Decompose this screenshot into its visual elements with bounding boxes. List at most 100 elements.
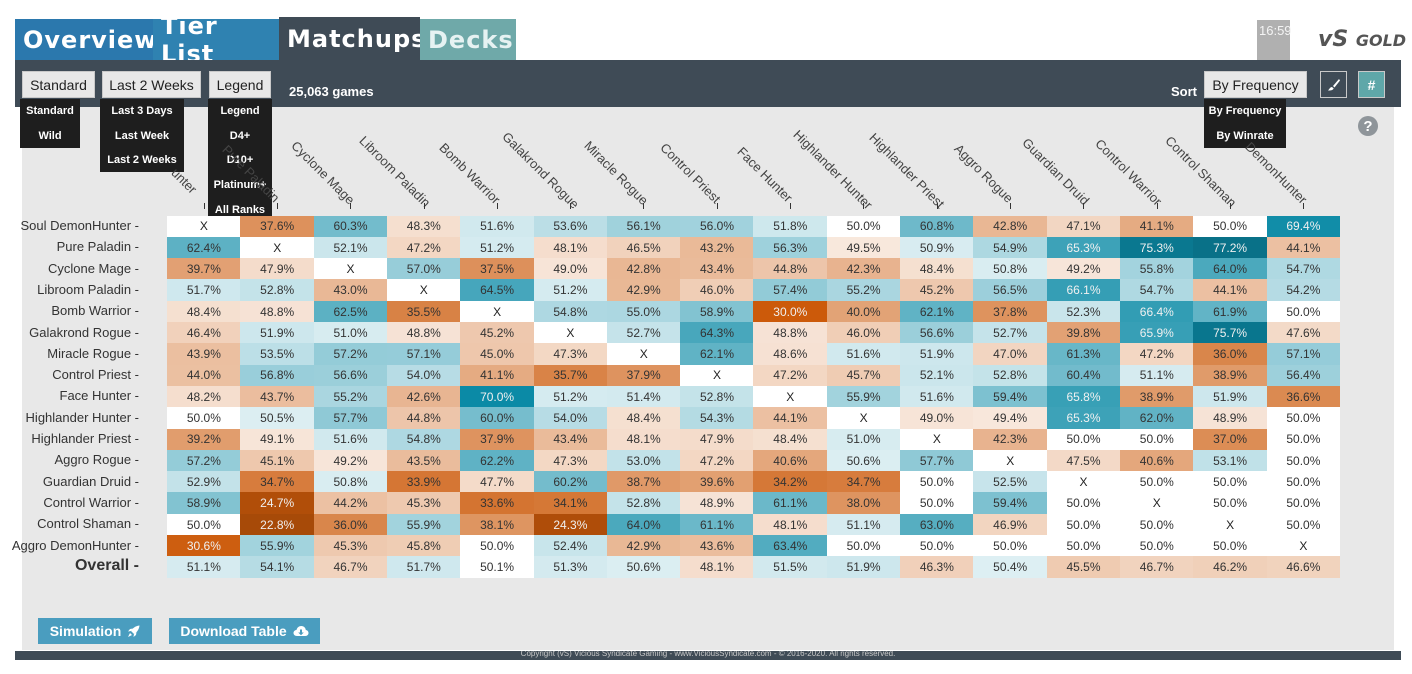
matchup-cell[interactable]: 50.0% xyxy=(1193,215,1267,238)
matchup-cell[interactable]: 37.8% xyxy=(973,300,1048,323)
matchup-cell[interactable]: 51.0% xyxy=(313,322,388,344)
matchup-cell[interactable]: 56.8% xyxy=(240,364,315,387)
matchup-cell[interactable]: 42.3% xyxy=(826,258,901,280)
matchup-cell[interactable]: 57.1% xyxy=(1266,343,1341,366)
matchup-cell[interactable]: 40.6% xyxy=(1119,449,1194,472)
matchup-cell[interactable]: X xyxy=(1266,535,1341,557)
matchup-cell[interactable]: 51.0% xyxy=(826,428,901,451)
matchup-cell[interactable]: 56.3% xyxy=(753,236,828,259)
matchup-cell[interactable]: 62.5% xyxy=(313,300,388,323)
matchup-cell[interactable]: 50.0% xyxy=(900,535,974,557)
matchup-cell[interactable]: 61.1% xyxy=(753,492,828,515)
matchup-cell[interactable]: 44.1% xyxy=(1193,279,1267,302)
overall-cell[interactable]: 46.7% xyxy=(1119,556,1194,579)
matchup-cell[interactable]: 48.4% xyxy=(606,407,681,429)
matchup-cell[interactable]: 50.0% xyxy=(1266,449,1341,472)
matchup-cell[interactable]: 65.3% xyxy=(1046,236,1121,259)
matchup-cell[interactable]: 40.0% xyxy=(826,300,901,323)
rank-select[interactable]: Legend xyxy=(209,71,271,98)
matchup-cell[interactable]: 56.0% xyxy=(680,215,754,238)
matchup-cell[interactable]: 58.9% xyxy=(167,492,241,515)
matchup-cell[interactable]: 45.1% xyxy=(240,449,315,472)
matchup-cell[interactable]: X xyxy=(680,364,754,387)
matchup-cell[interactable]: 43.7% xyxy=(240,385,315,408)
matchup-cell[interactable]: 50.0% xyxy=(1046,428,1121,451)
matchup-cell[interactable]: 54.7% xyxy=(1266,258,1341,280)
matchup-cell[interactable]: 62.1% xyxy=(680,343,754,366)
matchup-cell[interactable]: 37.0% xyxy=(1193,428,1267,451)
matchup-cell[interactable]: 45.8% xyxy=(386,535,461,557)
matchup-cell[interactable]: 34.1% xyxy=(533,492,608,515)
matchup-cell[interactable]: 55.8% xyxy=(1119,258,1194,280)
matchup-cell[interactable]: 46.0% xyxy=(826,322,901,344)
overall-cell[interactable]: 46.7% xyxy=(313,556,388,579)
matchup-cell[interactable]: 54.2% xyxy=(1266,279,1341,302)
matchup-cell[interactable]: 45.3% xyxy=(313,535,388,557)
format-select[interactable]: Standard xyxy=(22,71,95,98)
matchup-cell[interactable]: 40.6% xyxy=(753,449,828,472)
matchup-cell[interactable]: 37.6% xyxy=(240,215,315,238)
overall-cell[interactable]: 50.4% xyxy=(973,556,1048,579)
matchup-cell[interactable]: X xyxy=(313,258,388,280)
matchup-cell[interactable]: 44.1% xyxy=(1266,236,1341,259)
rank-option[interactable]: D4+ xyxy=(229,129,251,142)
matchup-cell[interactable]: 43.0% xyxy=(313,279,388,302)
matchup-cell[interactable]: 37.5% xyxy=(460,258,534,280)
matchup-cell[interactable]: 50.0% xyxy=(1266,428,1341,451)
matchup-cell[interactable]: 34.7% xyxy=(240,471,315,493)
matchup-cell[interactable]: 52.8% xyxy=(973,364,1048,387)
overall-cell[interactable]: 51.7% xyxy=(386,556,461,579)
matchup-cell[interactable]: X xyxy=(167,215,241,238)
matchup-cell[interactable]: 61.9% xyxy=(1193,300,1267,323)
matchup-cell[interactable]: X xyxy=(533,322,608,344)
matchup-cell[interactable]: 49.0% xyxy=(900,407,974,429)
rank-option[interactable]: D10+ xyxy=(226,154,254,167)
matchup-cell[interactable]: 62.0% xyxy=(1119,407,1194,429)
matchup-cell[interactable]: 50.0% xyxy=(900,471,974,493)
matchup-cell[interactable]: 48.4% xyxy=(167,300,241,323)
hash-toggle-button[interactable]: # xyxy=(1358,71,1385,98)
matchup-cell[interactable]: 51.9% xyxy=(240,322,315,344)
matchup-cell[interactable]: 57.2% xyxy=(167,449,241,472)
matchup-cell[interactable]: 69.4% xyxy=(1266,215,1341,238)
matchup-cell[interactable]: 45.2% xyxy=(460,322,534,344)
matchup-cell[interactable]: 50.0% xyxy=(1119,428,1194,451)
matchup-cell[interactable]: 52.9% xyxy=(167,471,241,493)
matchup-cell[interactable]: 57.4% xyxy=(753,279,828,302)
matchup-cell[interactable]: X xyxy=(826,407,901,429)
matchup-cell[interactable]: 47.2% xyxy=(753,364,828,387)
matchup-cell[interactable]: 46.5% xyxy=(606,236,681,259)
matchup-cell[interactable]: 38.7% xyxy=(606,471,681,493)
matchup-cell[interactable]: 41.1% xyxy=(460,364,534,387)
matchup-cell[interactable]: 44.2% xyxy=(313,492,388,515)
matchup-cell[interactable]: 37.9% xyxy=(460,428,534,451)
matchup-cell[interactable]: 58.9% xyxy=(680,300,754,323)
matchup-cell[interactable]: 54.0% xyxy=(386,364,461,387)
matchup-cell[interactable]: 52.8% xyxy=(240,279,315,302)
matchup-cell[interactable]: 50.0% xyxy=(1119,471,1194,493)
matchup-cell[interactable]: 75.7% xyxy=(1193,322,1267,344)
matchup-cell[interactable]: 30.0% xyxy=(753,300,828,323)
overall-cell[interactable]: 51.5% xyxy=(753,556,828,579)
matchup-cell[interactable]: 43.6% xyxy=(680,535,754,557)
matchup-cell[interactable]: 55.9% xyxy=(826,385,901,408)
matchup-cell[interactable]: 48.1% xyxy=(533,236,608,259)
matchup-cell[interactable]: 54.8% xyxy=(386,428,461,451)
matchup-cell[interactable]: 30.6% xyxy=(167,535,241,557)
matchup-cell[interactable]: 48.9% xyxy=(680,492,754,515)
brush-button[interactable] xyxy=(1320,71,1347,98)
matchup-cell[interactable]: 34.2% xyxy=(753,471,828,493)
matchup-cell[interactable]: 35.7% xyxy=(533,364,608,387)
matchup-cell[interactable]: 50.8% xyxy=(313,471,388,493)
matchup-cell[interactable]: X xyxy=(1119,492,1194,515)
matchup-cell[interactable]: 52.5% xyxy=(973,471,1048,493)
help-icon[interactable]: ? xyxy=(1358,116,1378,136)
matchup-cell[interactable]: 48.6% xyxy=(753,343,828,366)
matchup-cell[interactable]: 50.0% xyxy=(826,215,901,238)
matchup-cell[interactable]: 50.9% xyxy=(900,236,974,259)
matchup-cell[interactable]: 45.7% xyxy=(826,364,901,387)
overall-cell[interactable]: 46.2% xyxy=(1193,556,1267,579)
matchup-cell[interactable]: 47.9% xyxy=(240,258,315,280)
matchup-cell[interactable]: 45.2% xyxy=(900,279,974,302)
matchup-cell[interactable]: 75.3% xyxy=(1119,236,1194,259)
